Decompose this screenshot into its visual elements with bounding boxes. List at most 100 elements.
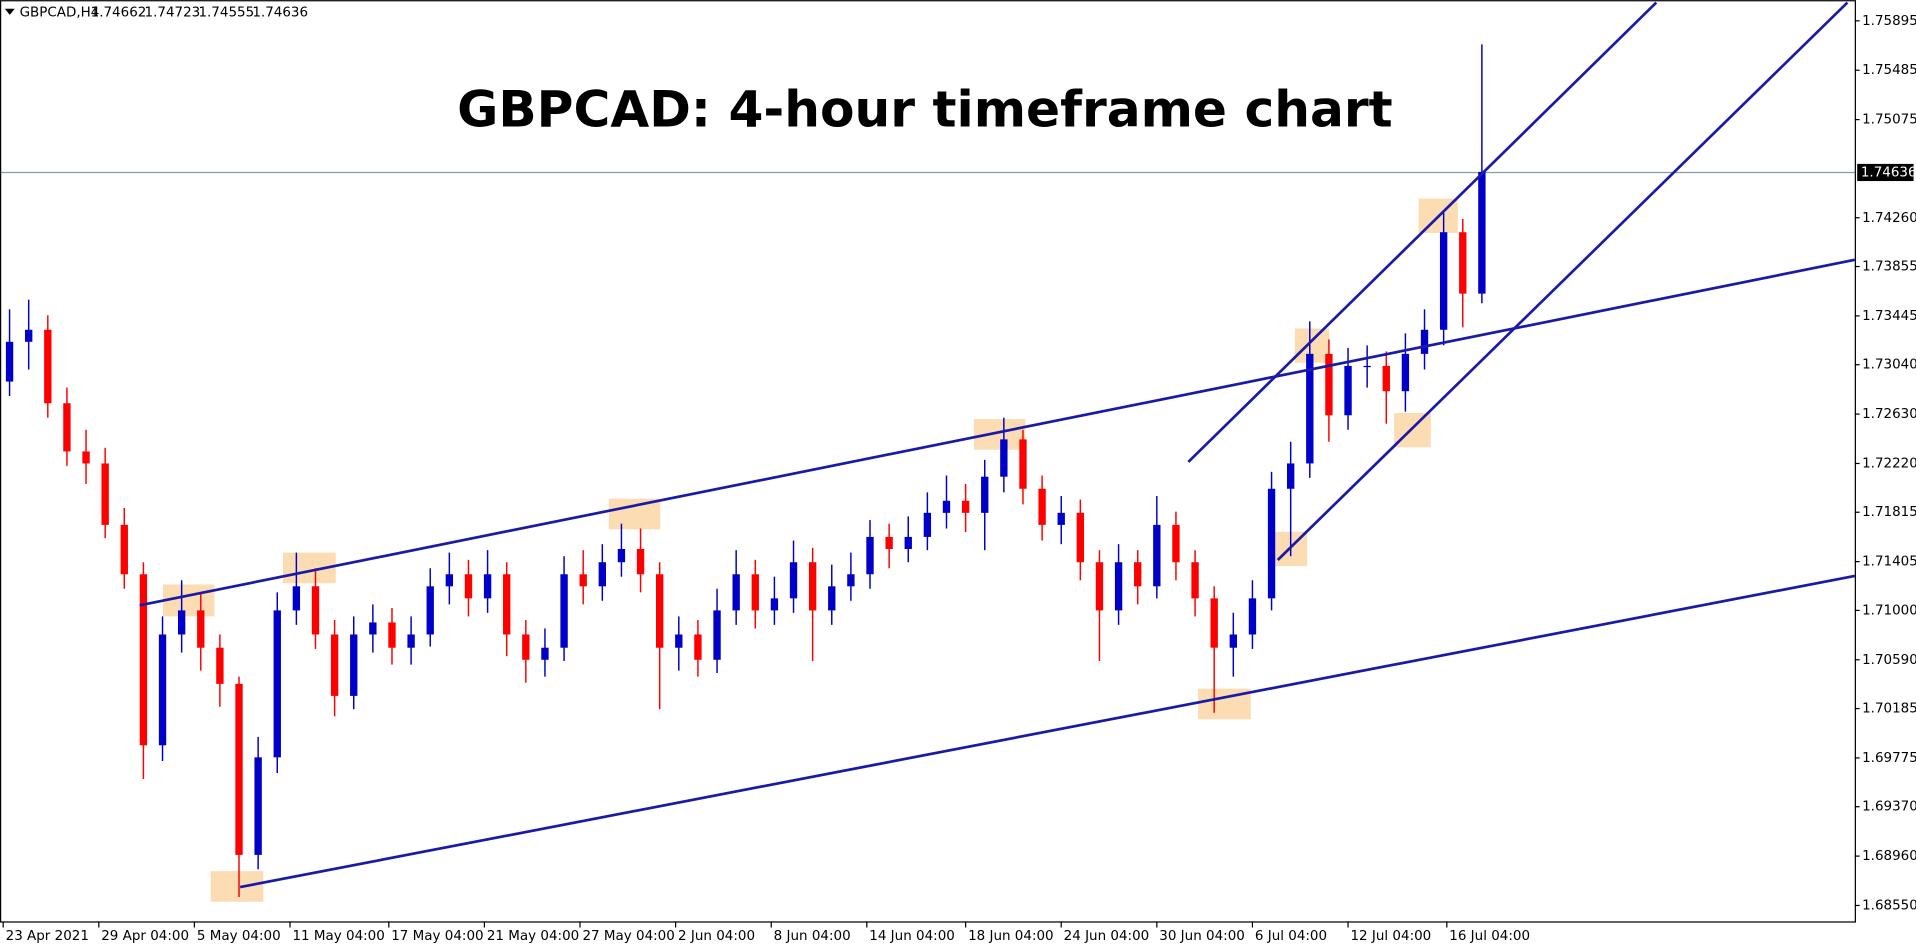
candle-body	[350, 634, 358, 696]
high-value: 1.74723	[145, 4, 201, 20]
candle-body	[503, 574, 511, 635]
candle-body	[694, 634, 702, 660]
candle-body	[120, 524, 128, 575]
candle-body	[1057, 512, 1065, 525]
y-tick-label: 1.71000	[1862, 602, 1916, 618]
y-tick-label: 1.68960	[1862, 848, 1916, 864]
candle-body	[541, 647, 549, 660]
candle-body	[770, 598, 779, 611]
candle-body	[235, 683, 243, 855]
candle-body	[1134, 562, 1142, 587]
candle-body	[923, 512, 932, 537]
close-value: 1.74636	[252, 4, 308, 20]
candle-body	[1382, 365, 1390, 392]
candle-body	[483, 574, 492, 599]
candle-body	[5, 341, 14, 382]
candle-body	[1114, 562, 1123, 611]
candle-body	[426, 586, 434, 635]
candle-body	[1038, 488, 1046, 525]
x-tick-label: 14 Jun 04:00	[869, 928, 955, 944]
candle-body	[1191, 562, 1199, 599]
candle-body	[101, 463, 109, 525]
candle-body	[1344, 365, 1352, 416]
candle-body	[656, 574, 664, 648]
x-tick-label: 11 May 04:00	[292, 928, 384, 944]
candle-body	[1153, 524, 1161, 587]
candle-body	[942, 500, 951, 513]
candle-body	[579, 574, 587, 587]
y-tick-label: 1.72630	[1862, 406, 1916, 422]
candle-body	[273, 610, 281, 758]
trend-lines	[139, 1, 1856, 889]
candle-body	[961, 500, 970, 513]
candle-body	[1000, 439, 1008, 477]
candle-body	[82, 451, 90, 464]
candle-body	[751, 574, 759, 611]
last-price-label: 1.74636	[1861, 164, 1916, 180]
candle-body	[866, 536, 874, 575]
candle-body	[1286, 463, 1295, 489]
symbol: GBPCAD,H4	[20, 4, 100, 20]
y-tick-label: 1.70590	[1862, 652, 1916, 668]
candle-body	[732, 574, 740, 611]
candle-body	[1420, 329, 1429, 354]
plot-border	[0, 0, 1856, 923]
candle-body	[675, 634, 683, 648]
y-tick-label: 1.69370	[1862, 799, 1916, 815]
x-tick-label: 29 Apr 04:00	[101, 928, 189, 944]
candle-body	[407, 634, 415, 648]
y-tick-label: 1.70185	[1862, 701, 1916, 717]
candle-body	[1095, 562, 1104, 611]
candle-body	[808, 562, 817, 611]
candle-body	[139, 574, 148, 746]
x-tick-label: 12 Jul 04:00	[1350, 928, 1431, 944]
candle-body	[1325, 353, 1333, 416]
x-tick-label: 6 Jul 04:00	[1255, 928, 1327, 944]
candle-body	[1019, 439, 1027, 489]
y-tick-label: 1.73445	[1862, 308, 1916, 324]
candle-body	[904, 536, 912, 549]
candle-body	[885, 536, 893, 549]
open-value: 1.74662	[91, 4, 147, 20]
plot-area	[0, 44, 1855, 898]
candle-body	[789, 562, 798, 599]
x-tick-label: 21 May 04:00	[487, 928, 579, 944]
header: GBPCAD,H4 1.74662 1.74723 1.74555 1.7463…	[4, 4, 308, 20]
candle-body	[177, 610, 186, 635]
candle-body	[369, 622, 377, 635]
y-tick-label: 1.69775	[1862, 750, 1916, 766]
y-tick-label: 1.73040	[1862, 357, 1916, 373]
x-tick-label: 17 May 04:00	[391, 928, 483, 944]
candle-body	[25, 329, 33, 342]
candle-body	[847, 574, 855, 587]
candle-body	[1439, 232, 1448, 330]
candle-body	[1363, 365, 1371, 368]
candle-body	[828, 586, 836, 611]
y-tick-label: 1.72220	[1862, 455, 1916, 471]
chart-title: GBPCAD: 4-hour timeframe chart	[457, 79, 1392, 138]
candle-body	[216, 647, 224, 684]
candle-body	[1478, 171, 1486, 294]
candle-body	[981, 476, 989, 513]
candle-body	[445, 574, 454, 587]
candle-body	[713, 610, 721, 660]
candle-body	[560, 574, 568, 648]
candle-body	[1401, 353, 1410, 392]
x-tick-label: 27 May 04:00	[582, 928, 674, 944]
y-tick-label: 1.68550	[1862, 897, 1916, 913]
candle-body	[197, 610, 205, 648]
low-value: 1.74555	[198, 4, 254, 20]
candle-body	[522, 634, 530, 660]
candle-body	[158, 634, 167, 746]
candle-body	[311, 586, 320, 635]
candle-body	[1306, 353, 1314, 464]
candle-body	[1267, 488, 1276, 599]
x-tick-label: 5 May 04:00	[197, 928, 281, 944]
candle-body	[1172, 524, 1180, 563]
candle-body	[388, 622, 396, 648]
x-tick-label: 16 Jul 04:00	[1449, 928, 1530, 944]
x-tick-label: 8 Jun 04:00	[774, 928, 851, 944]
candle-body	[63, 403, 71, 452]
x-tick-label: 23 Apr 2021	[6, 928, 89, 944]
